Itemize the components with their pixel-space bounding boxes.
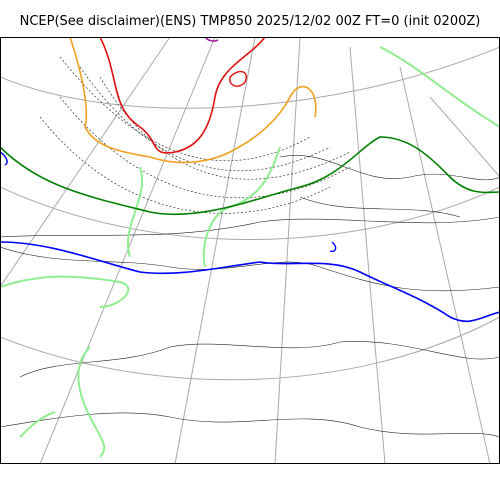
latitude-lines	[0, 46, 500, 381]
longitude-lines	[0, 37, 500, 464]
weather-map	[0, 37, 500, 464]
contour-green	[0, 136, 500, 216]
contour-red	[99, 37, 266, 154]
contour-light-green	[0, 46, 500, 458]
map-title: NCEP(See disclaimer)(ENS) TMP850 2025/12…	[19, 14, 481, 29]
contour-blue	[0, 151, 500, 322]
map-frame	[0, 37, 500, 464]
isotherms-dashed	[39, 56, 351, 214]
contour-orange	[69, 37, 317, 164]
